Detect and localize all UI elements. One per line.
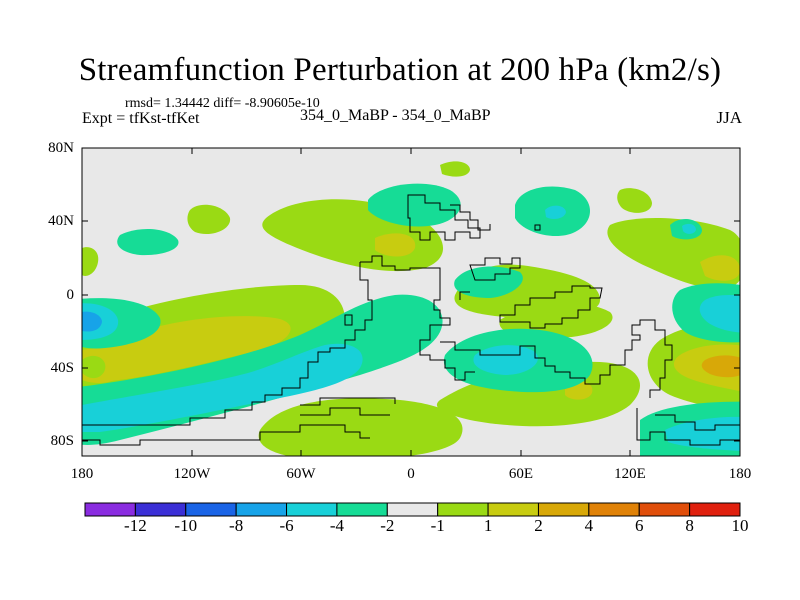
case-comparison-label: 354_0_MaBP - 354_0_MaBP — [300, 107, 491, 124]
contour-pos-band — [617, 188, 652, 213]
contour-field — [82, 148, 740, 456]
colorbar-swatch — [134, 502, 187, 517]
contour-neg-band — [682, 223, 696, 234]
colorbar-label: -8 — [229, 516, 244, 535]
colorbar-swatch — [386, 502, 439, 517]
rmsd-diff-stats: rmsd= 1.34442 diff= -8.90605e-10 — [125, 96, 320, 111]
colorbar-swatch — [336, 502, 388, 517]
coastline — [82, 262, 373, 426]
contour-pos-band — [375, 233, 416, 257]
x-tick-60w: 60W — [286, 466, 316, 482]
coastlines — [82, 194, 740, 446]
colorbar-swatch — [588, 502, 640, 517]
coastline — [636, 408, 740, 446]
colorbar-swatch — [537, 502, 590, 517]
colorbar-swatch — [638, 502, 691, 517]
coastline — [82, 424, 370, 446]
coastline — [655, 414, 740, 431]
contour-neg-band — [117, 228, 179, 256]
figure-title: Streamfunction Perturbation at 200 hPa (… — [78, 52, 722, 88]
colorbar-label: -1 — [430, 516, 445, 535]
contour-pos-band — [82, 355, 106, 379]
coastline — [459, 291, 470, 300]
colorbar-swatch — [235, 502, 288, 517]
coastline — [300, 397, 396, 406]
contour-neg-band — [473, 345, 538, 375]
colorbar-swatch — [84, 502, 136, 517]
x-tick-120e: 120E — [614, 466, 646, 482]
coastline — [440, 341, 620, 385]
contour-neg-band — [545, 205, 566, 220]
coastline — [300, 407, 390, 416]
colorbar-label: -4 — [329, 516, 344, 535]
y-tick-40n: 40N — [48, 213, 74, 229]
x-tick-0: 0 — [407, 466, 415, 482]
experiment-label: Expt = tfKst-tfKet — [82, 110, 200, 127]
contour-pos-band — [187, 204, 231, 235]
contour-neg-band — [368, 183, 461, 227]
colorbar-label: 6 — [634, 516, 644, 535]
contour-neg-band — [699, 295, 740, 333]
contour-pos-band — [701, 355, 740, 378]
coastline — [534, 224, 541, 231]
x-tick-180w: 180 — [70, 466, 94, 482]
coastline — [450, 204, 491, 231]
colorbar-label: -2 — [380, 516, 395, 535]
y-tick-0: 0 — [66, 287, 75, 303]
colorbar-label: -12 — [124, 516, 147, 535]
colorbar-label: 8 — [685, 516, 694, 535]
colorbar-label: 10 — [731, 516, 749, 535]
contour-pos-band — [440, 161, 470, 177]
colorbar-swatch — [185, 502, 237, 517]
contour-neg-band — [82, 311, 102, 332]
y-tick-80s: 80S — [50, 433, 74, 449]
y-tick-40s: 40S — [50, 360, 74, 376]
contour-neg-band — [280, 350, 360, 385]
coastline — [407, 194, 481, 241]
x-tick-180e: 180 — [728, 466, 752, 482]
colorbar-label: 1 — [483, 516, 493, 535]
coastline — [499, 285, 603, 329]
coastline — [469, 257, 521, 281]
colorbar-swatch — [487, 502, 539, 517]
colorbar-boxes — [84, 502, 741, 517]
colorbar-label: -6 — [279, 516, 294, 535]
contour-pos-band — [258, 398, 463, 456]
x-tick-60e: 60E — [508, 466, 534, 482]
coastline — [360, 255, 475, 381]
colorbar-swatch — [689, 502, 741, 517]
x-tick-120w: 120W — [173, 466, 211, 482]
y-tick-80n: 80N — [48, 140, 74, 156]
contour-pos-band — [436, 361, 640, 427]
colorbar-swatch — [286, 502, 338, 517]
colorbar-label: -10 — [174, 516, 198, 535]
coastline — [620, 319, 673, 398]
axis-ticks — [82, 147, 740, 456]
contour-pos-band — [700, 255, 740, 281]
coastline — [344, 314, 353, 326]
colorbar-label: 4 — [584, 516, 594, 535]
colorbar-label: 2 — [534, 516, 543, 535]
season-label: JJA — [716, 108, 742, 127]
contour-pos-band — [82, 247, 99, 276]
colorbar-swatch — [437, 502, 489, 517]
